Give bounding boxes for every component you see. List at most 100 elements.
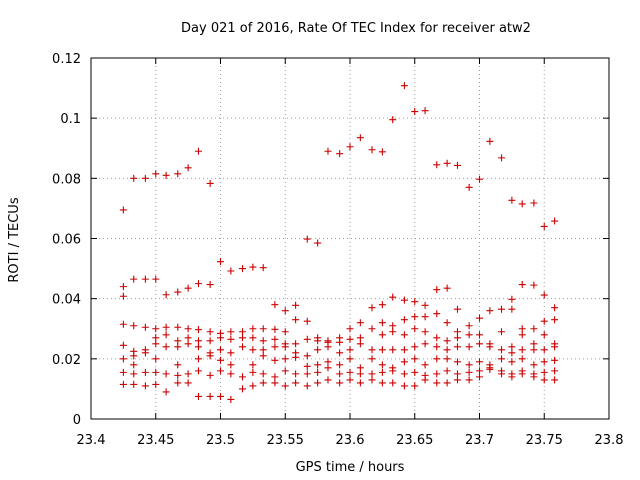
data-point xyxy=(378,379,386,387)
y-tick-label: 0 xyxy=(73,413,81,428)
data-point xyxy=(152,275,160,283)
data-point xyxy=(206,179,214,187)
data-point xyxy=(217,392,224,400)
data-point xyxy=(378,331,386,339)
data-point xyxy=(476,340,483,348)
data-point xyxy=(540,346,548,354)
plot-frame xyxy=(90,57,610,420)
data-point xyxy=(227,328,235,336)
data-point xyxy=(259,337,267,345)
data-point xyxy=(271,356,279,364)
data-point xyxy=(119,355,127,363)
data-point xyxy=(443,284,451,292)
data-point xyxy=(518,325,526,333)
data-point xyxy=(239,328,247,336)
data-point xyxy=(421,313,429,321)
data-point xyxy=(271,343,279,351)
data-point xyxy=(336,150,344,158)
x-tick-labels: 23.4 23.45 23.5 23.55 23.6 23.65 23.7 23.75 23.8 xyxy=(77,433,624,448)
data-point xyxy=(465,343,473,351)
data-point xyxy=(551,356,559,364)
data-point xyxy=(194,367,202,375)
y-tick-label: 0.04 xyxy=(52,293,81,308)
data-point xyxy=(400,316,408,324)
data-point xyxy=(281,382,289,390)
data-points xyxy=(119,82,559,403)
data-point xyxy=(433,334,441,342)
data-point xyxy=(292,340,300,348)
data-point xyxy=(389,367,397,375)
data-point xyxy=(249,382,257,390)
data-point xyxy=(194,343,202,351)
data-point xyxy=(453,328,461,336)
data-point xyxy=(174,337,182,345)
data-point xyxy=(141,174,149,182)
data-point xyxy=(421,301,429,309)
data-point xyxy=(119,283,127,291)
data-point xyxy=(239,373,247,381)
data-point xyxy=(551,304,559,312)
data-point xyxy=(411,325,419,333)
data-point xyxy=(551,376,559,384)
data-point xyxy=(162,171,170,179)
data-point xyxy=(421,361,429,369)
data-point xyxy=(249,325,257,333)
data-point xyxy=(174,170,182,178)
data-point xyxy=(518,281,526,289)
data-point xyxy=(368,325,376,333)
data-point xyxy=(271,373,279,381)
data-point xyxy=(119,292,127,300)
data-point xyxy=(368,370,376,378)
data-point xyxy=(421,107,429,115)
data-point xyxy=(476,331,483,339)
data-point xyxy=(498,370,506,378)
data-point xyxy=(259,352,267,360)
data-point xyxy=(421,340,429,348)
data-point xyxy=(281,307,289,315)
data-point xyxy=(162,291,170,299)
data-point xyxy=(433,370,441,378)
data-point xyxy=(389,322,397,330)
data-point xyxy=(174,288,182,296)
data-point xyxy=(453,358,461,366)
data-point xyxy=(411,298,419,306)
data-point xyxy=(141,368,149,376)
data-point xyxy=(356,134,364,142)
x-tick-label: 23.65 xyxy=(396,433,433,448)
data-point xyxy=(518,331,526,339)
data-point xyxy=(303,352,311,360)
data-point xyxy=(530,361,538,369)
data-point xyxy=(194,147,202,155)
data-point xyxy=(336,361,344,369)
data-point xyxy=(162,388,170,396)
data-point xyxy=(303,370,311,378)
data-point xyxy=(368,146,376,154)
data-point xyxy=(411,382,419,390)
data-point xyxy=(551,343,559,351)
data-point xyxy=(259,379,267,387)
data-point xyxy=(130,352,138,360)
x-tick-label: 23.7 xyxy=(465,433,494,448)
data-point xyxy=(314,379,322,387)
data-point xyxy=(400,370,408,378)
data-point xyxy=(194,337,202,345)
data-point xyxy=(162,343,170,351)
data-point xyxy=(324,358,332,366)
data-point xyxy=(206,281,214,289)
data-point xyxy=(141,346,149,354)
data-point xyxy=(152,334,160,342)
data-point xyxy=(389,328,397,336)
data-point xyxy=(530,373,538,381)
data-point xyxy=(130,174,138,182)
data-point xyxy=(281,328,289,336)
data-point xyxy=(141,382,149,390)
data-point xyxy=(239,385,247,393)
data-point xyxy=(378,361,386,369)
data-point xyxy=(336,338,344,346)
data-point xyxy=(130,380,138,388)
data-point xyxy=(227,335,235,343)
data-point xyxy=(184,340,192,348)
data-point xyxy=(194,326,202,334)
data-point xyxy=(498,355,506,363)
